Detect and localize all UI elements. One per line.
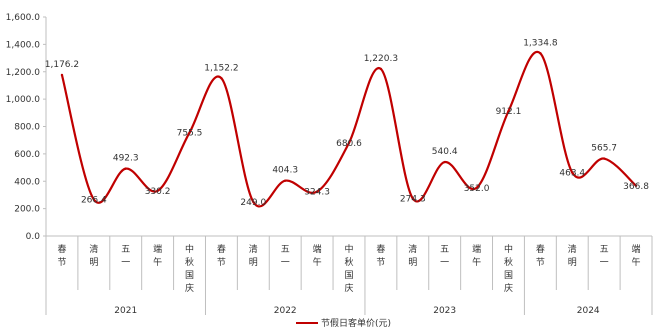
data-label: 540.4 — [432, 147, 458, 157]
data-point — [602, 157, 606, 160]
year-group-label: 2022 — [274, 306, 297, 316]
x-tick-label: 五一 — [121, 245, 130, 268]
y-tick-label: 1,400.0 — [6, 40, 41, 50]
data-label: 1,334.8 — [523, 38, 558, 48]
data-label: 680.6 — [336, 139, 362, 149]
data-point — [156, 189, 159, 193]
data-label: 912.1 — [496, 107, 522, 117]
x-tick-label: 春节 — [217, 243, 226, 268]
data-point — [315, 190, 319, 193]
data-label: 1,152.2 — [204, 63, 238, 73]
y-tick-label: 400.0 — [14, 177, 40, 187]
data-point — [188, 131, 191, 134]
y-tick-label: 600.0 — [14, 150, 40, 160]
x-tick-label: 中秋国庆 — [185, 243, 194, 294]
x-tick-label: 端午 — [632, 243, 641, 268]
data-point — [252, 200, 255, 204]
x-tick-label: 中秋国庆 — [504, 243, 513, 294]
y-axis: 0.0 200.0 400.0 600.0 800.0 1,000.0 1,200.0 1,4… — [6, 13, 47, 242]
legend: 节假日客单价(元) — [296, 317, 391, 329]
y-tick-label: 0.0 — [26, 232, 41, 242]
x-tick-label: 春节 — [536, 243, 545, 268]
year-group-label: 2021 — [114, 306, 137, 316]
year-group-label: 2024 — [577, 306, 600, 316]
x-tick-label: 五一 — [281, 245, 290, 268]
x-tick-label: 春节 — [376, 243, 385, 268]
data-label: 404.3 — [272, 166, 298, 176]
data-label: 352.0 — [464, 184, 490, 194]
x-tick-label: 中秋国庆 — [344, 243, 353, 294]
data-label: 366.8 — [623, 182, 649, 192]
data-point — [379, 67, 383, 71]
series-line — [60, 50, 637, 208]
data-point — [411, 197, 414, 200]
y-tick-label: 1,600.0 — [6, 13, 41, 23]
legend-label: 节假日客单价(元) — [321, 317, 391, 329]
data-point — [284, 179, 287, 182]
data-label: 492.3 — [113, 154, 139, 164]
x-tick-label: 五一 — [600, 245, 609, 268]
x-axis: 春节清明五一端午中秋国庆春节清明五一端午中秋国庆春节清明五一端午中秋国庆春节清明… — [45, 235, 653, 316]
data-point — [475, 186, 478, 190]
data-label: 463.4 — [559, 169, 585, 179]
x-tick-label: 清明 — [89, 243, 98, 268]
data-labels: 1,176.2 266.4 492.3 330.2 755.5 1,152.2 249.0 4… — [45, 38, 649, 208]
data-point — [347, 141, 351, 145]
data-label: 249.0 — [240, 198, 266, 208]
y-tick-label: 200.0 — [14, 205, 40, 215]
data-label: 330.2 — [145, 187, 171, 197]
x-tick-label: 春节 — [57, 243, 66, 268]
data-label: 755.5 — [177, 129, 203, 139]
x-tick-label: 端午 — [472, 243, 481, 268]
y-tick-label: 1,000.0 — [6, 95, 41, 105]
data-point — [443, 160, 446, 164]
x-tick-label: 端午 — [153, 243, 162, 268]
data-point — [60, 73, 64, 77]
x-tick-label: 五一 — [440, 245, 449, 268]
data-label: 324.3 — [304, 188, 330, 198]
data-label: 1,176.2 — [45, 60, 79, 70]
x-tick-label: 清明 — [408, 243, 417, 268]
data-point — [539, 52, 542, 55]
data-point — [571, 171, 574, 174]
series-layer — [60, 50, 638, 208]
data-point — [220, 77, 223, 80]
data-label: 274.3 — [400, 194, 426, 204]
data-point — [92, 198, 96, 201]
data-label: 565.7 — [591, 144, 617, 154]
x-tick-label: 清明 — [568, 243, 577, 268]
data-point — [507, 109, 510, 113]
x-tick-label: 清明 — [249, 243, 258, 268]
data-point — [124, 167, 127, 170]
data-label: 266.4 — [81, 196, 107, 206]
data-point — [634, 184, 638, 187]
y-tick-label: 1,200.0 — [6, 68, 41, 78]
data-label: 1,220.3 — [364, 54, 398, 64]
x-tick-label: 端午 — [313, 243, 322, 268]
year-group-label: 2023 — [433, 306, 456, 316]
y-tick-label: 800.0 — [14, 123, 40, 133]
